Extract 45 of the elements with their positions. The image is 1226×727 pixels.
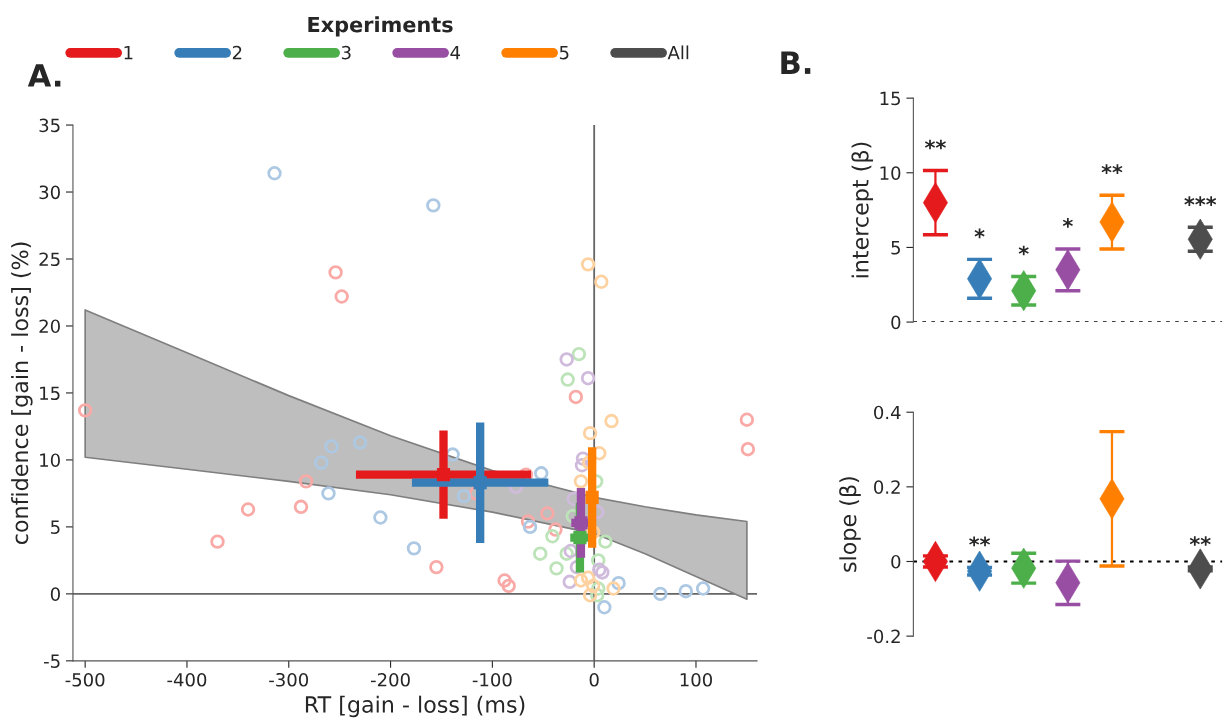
data-label: ** (1189, 536, 1211, 546)
y-axis-title: intercept (β) (851, 142, 874, 278)
x-tick-label: -400 (167, 672, 207, 687)
chart-title: A. (27, 64, 61, 87)
x-tick-label: -100 (472, 672, 512, 687)
y-tick-label: 0 (50, 587, 60, 601)
y-tick-label: 15 (40, 386, 60, 401)
legend-label: All (667, 45, 689, 60)
y-axis-title: confidence [gain - loss] (%) (11, 242, 33, 545)
y-tick-label: 0.2 (874, 480, 900, 494)
y-tick-label: 5 (891, 241, 900, 255)
legend-label: 1 (124, 46, 133, 60)
y-tick-label: -0.2 (867, 629, 900, 644)
legend-label: 2 (232, 45, 242, 60)
y-tick-label: 5 (51, 520, 60, 535)
y-tick-label: 35 (39, 118, 60, 133)
legend-title: Experiments (308, 16, 453, 37)
data-label: * (1062, 218, 1073, 228)
x-tick-label: -300 (269, 672, 309, 687)
y-tick-label: 10 (880, 166, 901, 180)
legend-label: 3 (341, 45, 351, 60)
y-tick-label: 20 (39, 319, 60, 334)
data-label: *** (1184, 196, 1217, 207)
y-tick-label: -5 (44, 654, 60, 668)
y-tick-label: 0 (891, 315, 901, 330)
x-tick-label: -500 (65, 672, 105, 687)
chart-title: B. (781, 51, 811, 74)
y-tick-label: 0.4 (874, 405, 901, 420)
y-tick-label: 30 (39, 185, 60, 200)
y-axis-title: slope (β) (839, 477, 861, 572)
y-tick-label: 25 (39, 252, 60, 267)
y-tick-label: 15 (880, 91, 900, 106)
data-label: ** (1101, 164, 1123, 174)
data-label: * (1018, 245, 1029, 256)
x-tick-label: 0 (589, 672, 599, 687)
x-tick-label: 100 (680, 672, 713, 687)
legend-label: 5 (559, 46, 569, 60)
y-tick-label: 0 (891, 554, 901, 569)
y-tick-label: 10 (40, 453, 60, 468)
x-tick-label: -200 (370, 672, 410, 687)
data-label: * (974, 228, 985, 239)
legend-label: 4 (450, 46, 461, 60)
data-label: ** (969, 536, 991, 547)
data-label: ** (924, 139, 946, 150)
x-axis-title: RT [gain - loss] (ms) (305, 695, 525, 718)
